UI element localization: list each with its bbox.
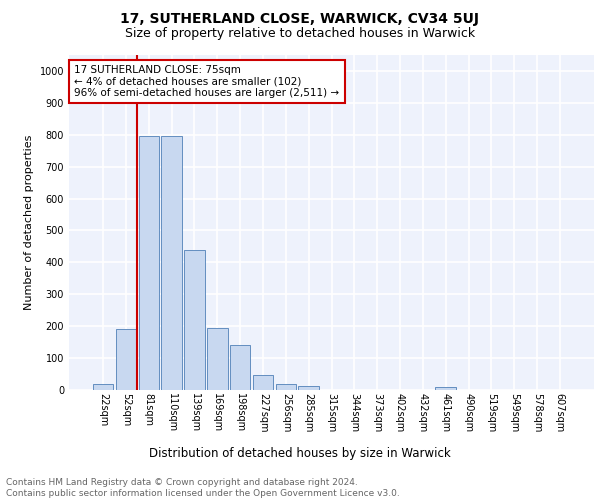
Text: Distribution of detached houses by size in Warwick: Distribution of detached houses by size …	[149, 448, 451, 460]
Bar	[93, 384, 113, 390]
Bar	[184, 250, 205, 390]
Text: 17, SUTHERLAND CLOSE, WARWICK, CV34 5UJ: 17, SUTHERLAND CLOSE, WARWICK, CV34 5UJ	[121, 12, 479, 26]
Bar	[298, 386, 319, 390]
Bar	[207, 328, 227, 390]
Bar	[436, 387, 456, 390]
Text: Contains HM Land Registry data © Crown copyright and database right 2024.
Contai: Contains HM Land Registry data © Crown c…	[6, 478, 400, 498]
Y-axis label: Number of detached properties: Number of detached properties	[24, 135, 34, 310]
Bar	[275, 384, 296, 390]
Bar	[161, 136, 182, 390]
Bar	[116, 330, 136, 390]
Text: Size of property relative to detached houses in Warwick: Size of property relative to detached ho…	[125, 28, 475, 40]
Bar	[253, 375, 273, 390]
Bar	[230, 344, 250, 390]
Bar	[139, 136, 159, 390]
Text: 17 SUTHERLAND CLOSE: 75sqm
← 4% of detached houses are smaller (102)
96% of semi: 17 SUTHERLAND CLOSE: 75sqm ← 4% of detac…	[74, 65, 340, 98]
